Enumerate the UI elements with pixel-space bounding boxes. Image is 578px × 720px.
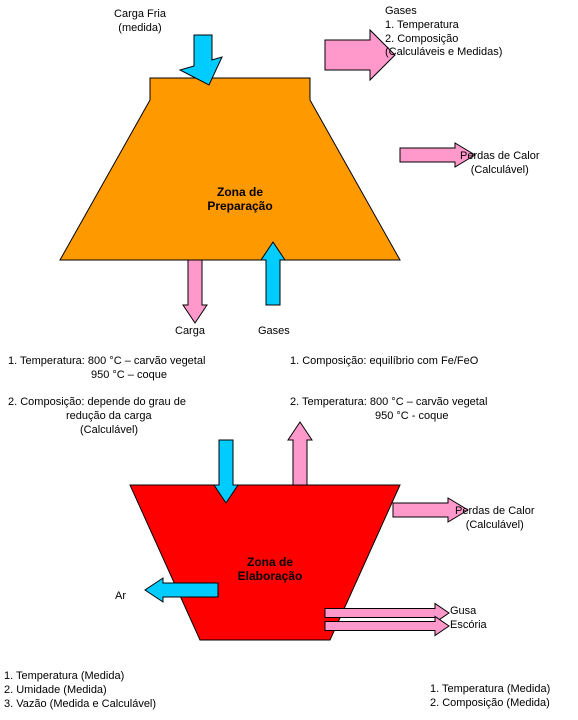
gases-top-sub: (Calculáveis e Medidas) xyxy=(385,46,502,58)
prep-l2: Preparação xyxy=(207,199,272,213)
escoria-text: Escória xyxy=(450,619,487,631)
bot-right-block: 1. Temperatura (Medida) 2. Composição (M… xyxy=(430,683,550,711)
escoria-label: Escória xyxy=(450,619,487,633)
perdas-txt: Perdas de Calor xyxy=(460,150,540,162)
ar-label: Ar xyxy=(115,590,126,604)
perdas2-sub: (Calculável) xyxy=(466,519,524,531)
carga-fria-sub: (medida) xyxy=(118,22,161,34)
gases-top-l1: 1. Temperatura xyxy=(385,19,459,31)
carga-label: Carga xyxy=(175,325,205,339)
mid-right-2b: 950 °C - coque xyxy=(375,410,449,424)
perdas-sub: (Calculável) xyxy=(471,164,529,176)
gases-label: Gases xyxy=(258,325,290,339)
gases-top-label: Gases 1. Temperatura 2. Composição (Calc… xyxy=(385,5,502,60)
mid-left-1: 1. Temperatura: 800 °C – carvão vegetal xyxy=(8,355,205,367)
carga-fria-text: Carga Fria xyxy=(114,8,166,20)
prep-zone-title: Zona de Preparação xyxy=(190,185,290,213)
mid-left-2c: (Calculável) xyxy=(80,424,138,438)
gusa-label: Gusa xyxy=(450,605,476,619)
br2: 2. Composição (Medida) xyxy=(430,697,550,709)
bl3: 3. Vazão (Medida e Calculável) xyxy=(4,698,156,710)
carga-fria-label: Carga Fria (medida) xyxy=(95,8,185,36)
mid-left-1b: 950 °C – coque xyxy=(91,369,167,383)
gases-top-l2: 2. Composição xyxy=(385,33,458,45)
perdas-calor-1: Perdas de Calor (Calculável) xyxy=(460,150,540,178)
perdas2-txt: Perdas de Calor xyxy=(455,505,535,517)
gusa-text: Gusa xyxy=(450,605,476,617)
perdas-calor-2: Perdas de Calor (Calculável) xyxy=(455,505,535,533)
mid-left-2: 2. Composição: depende do grau de xyxy=(8,396,186,408)
mid-right-1: 1. Composição: equilíbrio com Fe/FeO xyxy=(290,355,478,367)
gases-top-title: Gases xyxy=(385,5,417,17)
prep-l1: Zona de xyxy=(217,185,263,199)
bl1: 1. Temperatura (Medida) xyxy=(4,670,124,682)
br1: 1. Temperatura (Medida) xyxy=(430,683,550,695)
mid-left-block: 1. Temperatura: 800 °C – carvão vegetal … xyxy=(8,355,205,438)
carga-text: Carga xyxy=(175,325,205,337)
gases-text: Gases xyxy=(258,325,290,337)
mid-right-2: 2. Temperatura: 800 °C – carvão vegetal xyxy=(290,396,487,408)
ar-text: Ar xyxy=(115,590,126,602)
elab-l2: Elaboração xyxy=(238,569,303,583)
mid-left-2b: redução da carga xyxy=(66,410,152,424)
elab-zone-title: Zona de Elaboração xyxy=(220,555,320,583)
bl2: 2. Umidade (Medida) xyxy=(4,684,107,696)
prep-zone-shape xyxy=(60,78,400,260)
mid-right-block: 1. Composição: equilíbrio com Fe/FeO 2. … xyxy=(290,355,487,424)
elab-l1: Zona de xyxy=(247,555,293,569)
bot-left-block: 1. Temperatura (Medida) 2. Umidade (Medi… xyxy=(4,670,156,711)
